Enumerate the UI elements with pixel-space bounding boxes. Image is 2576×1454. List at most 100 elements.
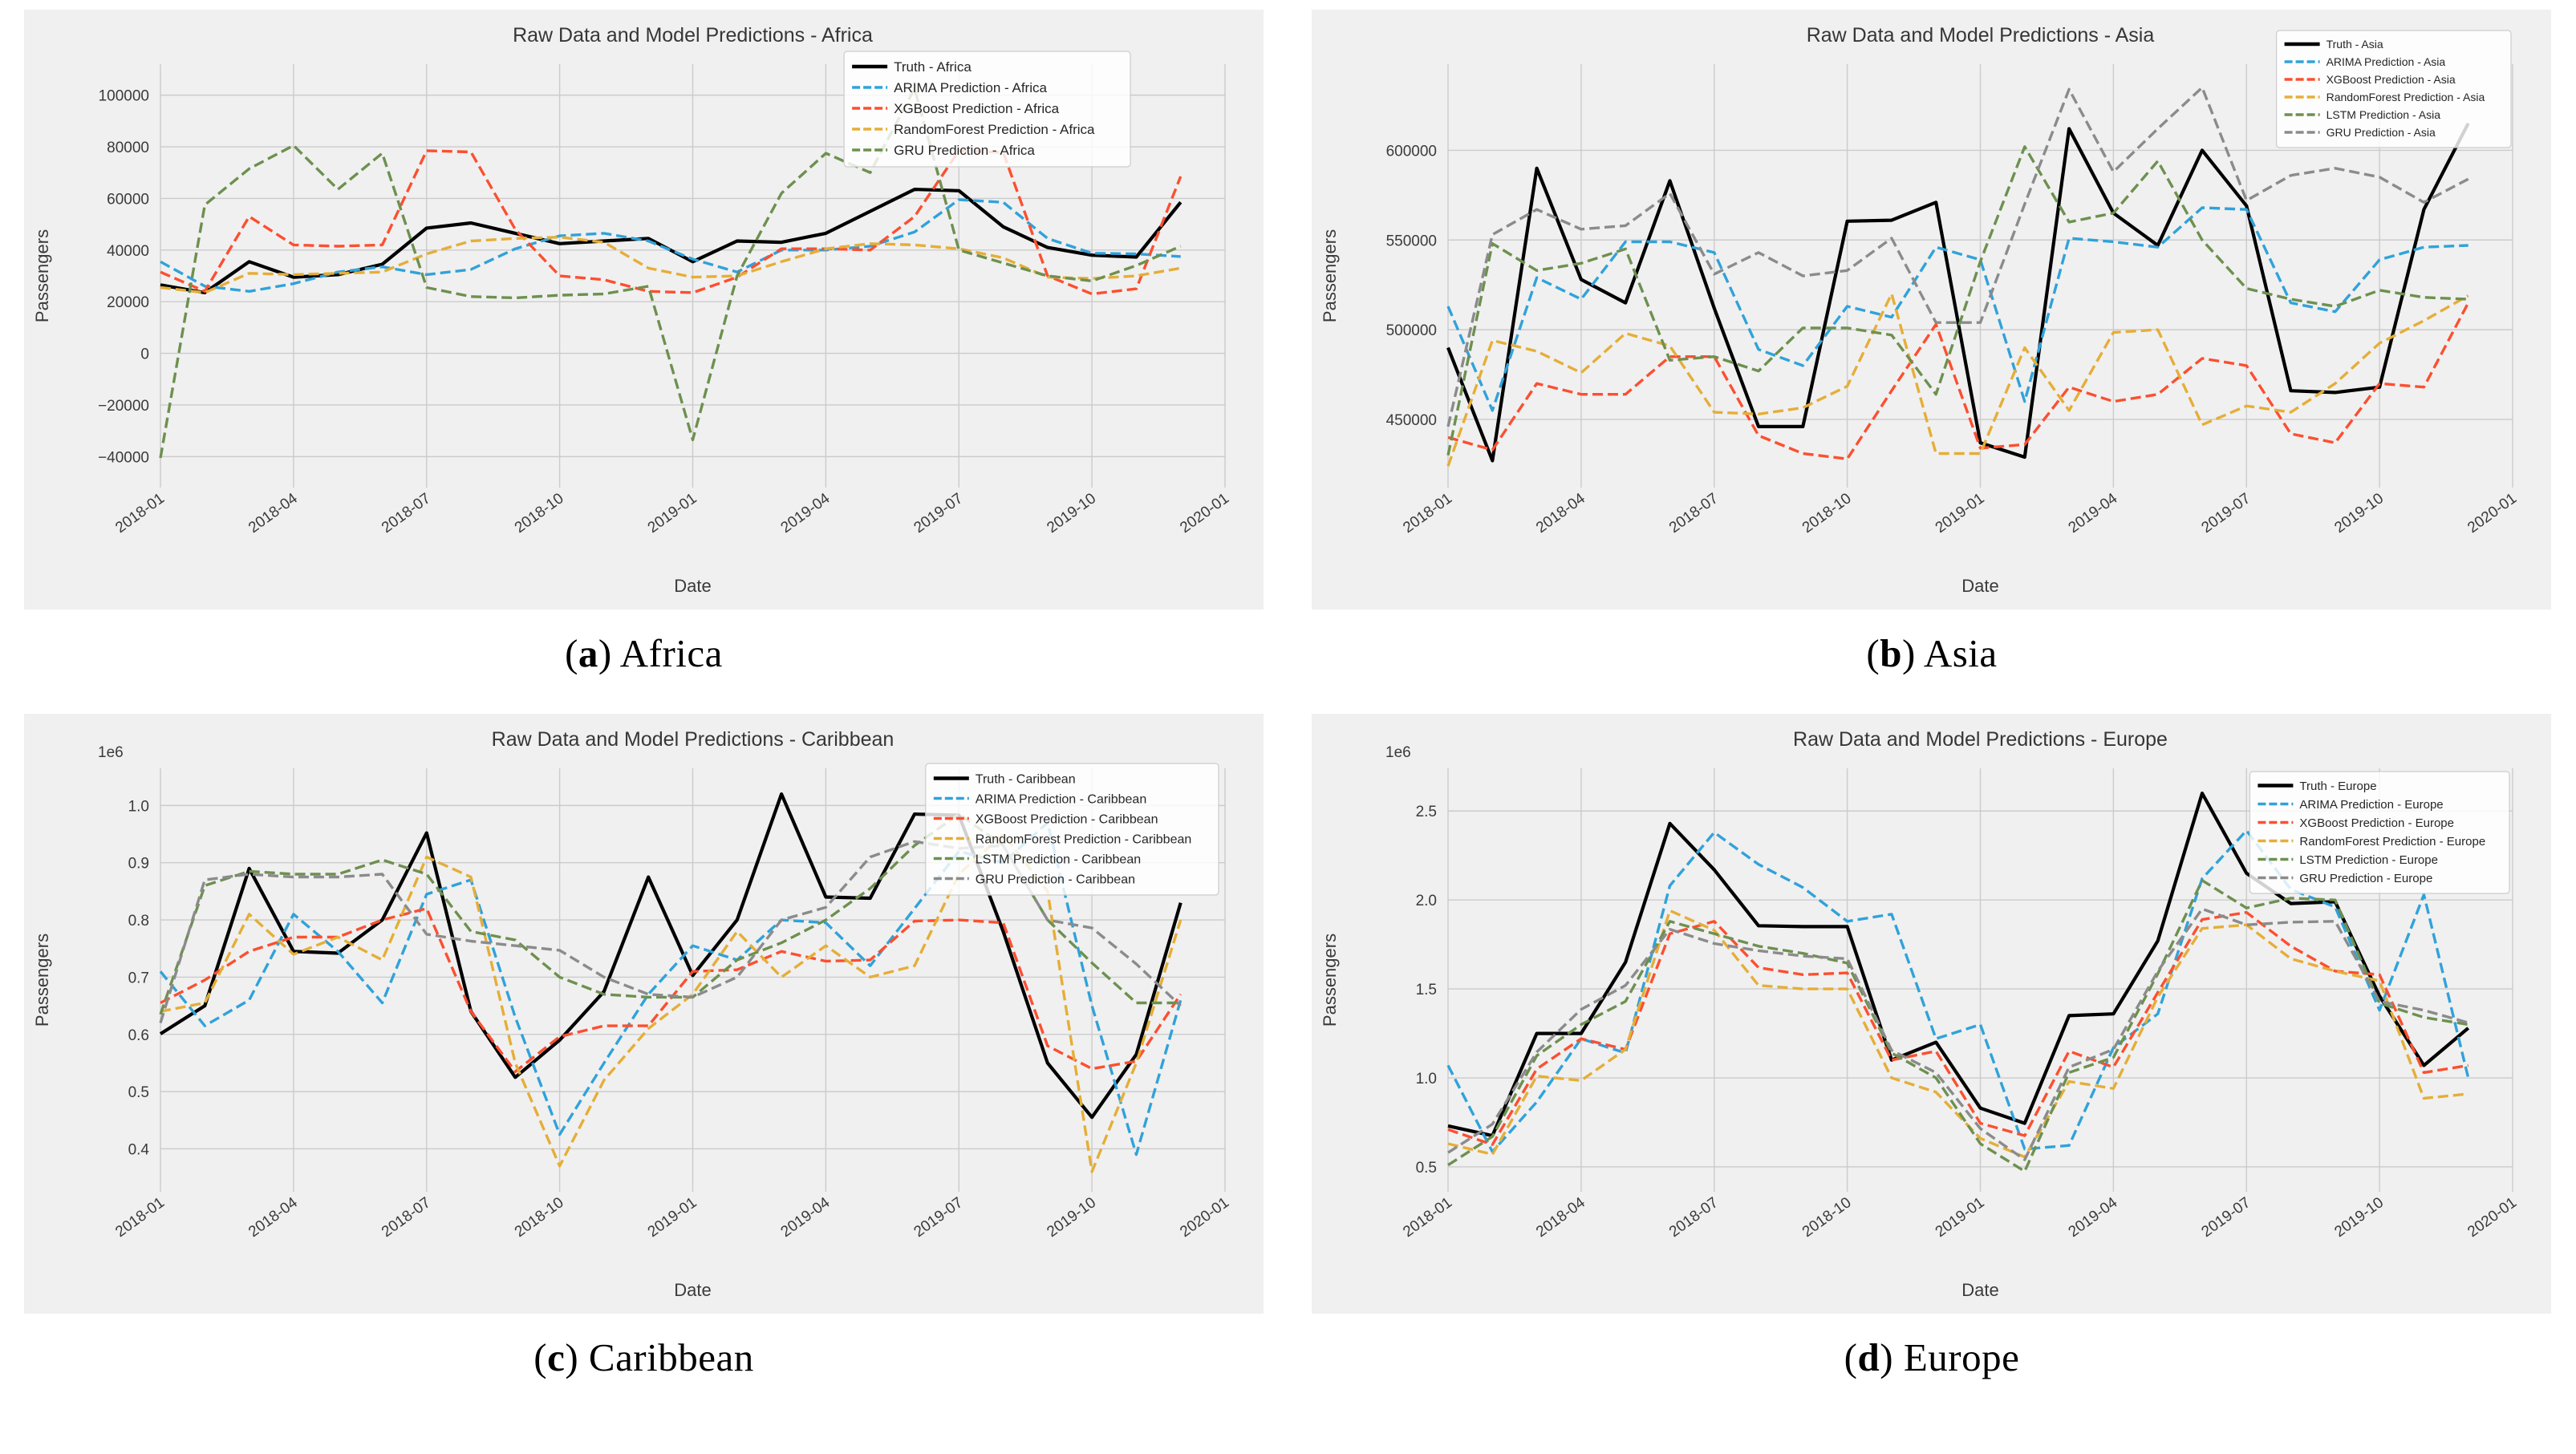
legend-label: XGBoost Prediction - Africa xyxy=(894,101,1060,116)
figure-africa: Raw Data and Model Predictions - Africa D… xyxy=(24,10,1264,704)
series-line-gru-prediction-europe xyxy=(1447,907,2469,1161)
caption-letter: c xyxy=(547,1335,566,1379)
legend-label: XGBoost Prediction - Asia xyxy=(2327,73,2456,86)
caption-open-paren: ( xyxy=(565,631,578,675)
legend-label: GRU Prediction - Europe xyxy=(2299,872,2432,885)
cell-europe: Raw Data and Model Predictions - Europe D… xyxy=(1288,704,2576,1408)
cell-africa: Raw Data and Model Predictions - Africa D… xyxy=(0,0,1288,704)
caption-open-paren: ( xyxy=(1844,1335,1858,1379)
legend-label: RandomForest Prediction - Africa xyxy=(894,122,1095,137)
caption-b: (b) Asia xyxy=(1312,630,2552,704)
x-axis-label: Date xyxy=(1961,576,1998,596)
y-tick-label: 0.9 xyxy=(128,856,149,873)
y-axis-label: Passengers xyxy=(32,229,52,322)
legend-label: LSTM Prediction - Asia xyxy=(2327,108,2441,121)
series-line-gru-prediction-caribbean xyxy=(159,840,1182,1024)
chart-title: Raw Data and Model Predictions - Asia xyxy=(1807,24,2155,47)
y-tick-label: 0.7 xyxy=(128,970,149,986)
caption-letter: d xyxy=(1857,1335,1880,1379)
figure-europe: Raw Data and Model Predictions - Europe D… xyxy=(1312,714,2552,1408)
y-tick-label: 2.5 xyxy=(1416,804,1437,820)
series-line-arima-prediction-africa xyxy=(160,198,1181,293)
y-axis-label: Passengers xyxy=(32,934,52,1027)
cell-asia: Raw Data and Model Predictions - Asia Dat… xyxy=(1288,0,2576,704)
y-tick-label: 2.0 xyxy=(1416,893,1437,909)
y-tick-label: 600000 xyxy=(1386,143,1437,160)
series-line-randomforest-prediction-africa xyxy=(160,236,1181,294)
caption-a: (a) Africa xyxy=(24,630,1264,704)
legend-box xyxy=(843,51,1131,168)
y-tick-label: 500000 xyxy=(1386,322,1437,339)
legend-label: LSTM Prediction - Caribbean xyxy=(976,853,1141,866)
series-line-xgboost-prediction-caribbean xyxy=(160,907,1183,1073)
y-tick-label: 450000 xyxy=(1386,412,1437,429)
caption-text: ) Caribbean xyxy=(565,1335,754,1379)
legend: Truth - Europe ARIMA Prediction - Europe X… xyxy=(2249,771,2510,894)
legend-label: GRU Prediction - Africa xyxy=(894,143,1035,158)
legend-label: Truth - Europe xyxy=(2299,780,2376,793)
caption-letter: a xyxy=(578,631,598,675)
legend-label: ARIMA Prediction - Europe xyxy=(2299,798,2443,812)
y-tick-label: 0.8 xyxy=(128,913,149,930)
legend-label: GRU Prediction - Asia xyxy=(2327,126,2436,139)
y-axis-label: Passengers xyxy=(1320,934,1340,1027)
chart-title: Raw Data and Model Predictions - Caribbe… xyxy=(492,728,895,751)
y-tick-label: −40000 xyxy=(98,449,149,466)
legend-box xyxy=(2275,30,2512,148)
y-tick-label: 0 xyxy=(140,346,149,363)
y-tick-label: 1.0 xyxy=(1416,1071,1437,1087)
legend-label: RandomForest Prediction - Asia xyxy=(2327,91,2485,103)
legend-label: ARIMA Prediction - Caribbean xyxy=(976,792,1146,806)
y-offset-label: 1e6 xyxy=(1385,744,1411,761)
x-axis-label: Date xyxy=(1961,1280,1998,1300)
y-tick-label: 40000 xyxy=(107,243,149,260)
series-line-randomforest-prediction-europe xyxy=(1447,909,2468,1159)
cell-caribbean: Raw Data and Model Predictions - Caribbe… xyxy=(0,704,1288,1408)
caption-c: (c) Caribbean xyxy=(24,1335,1264,1408)
legend-label: LSTM Prediction - Europe xyxy=(2299,853,2438,867)
chart-asia: Raw Data and Model Predictions - Asia Dat… xyxy=(1312,10,2551,610)
legend-label: GRU Prediction - Caribbean xyxy=(976,873,1135,886)
caption-letter: b xyxy=(1880,631,1902,675)
y-tick-label: 0.5 xyxy=(1416,1160,1437,1177)
y-axis-label: Passengers xyxy=(1320,229,1340,322)
caption-text: ) Africa xyxy=(598,631,723,675)
legend-label: RandomForest Prediction - Europe xyxy=(2299,835,2485,849)
y-tick-label: 0.5 xyxy=(128,1084,149,1101)
y-tick-label: 100000 xyxy=(99,88,149,105)
caption-text: ) Asia xyxy=(1901,631,1998,675)
caption-text: ) Europe xyxy=(1880,1335,2020,1379)
series-line-xgboost-prediction-asia xyxy=(1447,302,2470,460)
legend: Truth - Africa ARIMA Prediction - Africa X… xyxy=(843,51,1131,168)
legend-label: Truth - Asia xyxy=(2327,38,2383,51)
series-line-truth-asia xyxy=(1446,122,2470,463)
series-line-lstm-prediction-asia xyxy=(1446,145,2468,456)
x-axis-label: Date xyxy=(674,1280,711,1300)
y-tick-label: 80000 xyxy=(107,140,149,156)
legend: Truth - Caribbean ARIMA Prediction - Cari… xyxy=(925,763,1219,896)
legend-label: Truth - Caribbean xyxy=(976,772,1076,786)
series-line-truth-europe xyxy=(1447,791,2470,1138)
y-tick-label: 550000 xyxy=(1386,233,1437,249)
legend-box xyxy=(2249,771,2510,894)
chart-africa: Raw Data and Model Predictions - Africa D… xyxy=(24,10,1264,610)
figure-grid: Raw Data and Model Predictions - Africa D… xyxy=(0,0,2576,1408)
series-line-truth-caribbean xyxy=(159,792,1183,1120)
y-tick-label: 0.6 xyxy=(128,1027,149,1044)
y-tick-label: 0.4 xyxy=(128,1141,150,1158)
y-offset-label: 1e6 xyxy=(98,744,124,761)
y-tick-label: 60000 xyxy=(107,191,149,208)
caption-open-paren: ( xyxy=(1866,631,1880,675)
series-line-gru-prediction-africa xyxy=(159,87,1182,459)
chart-title: Raw Data and Model Predictions - Africa xyxy=(513,24,873,47)
series-line-truth-africa xyxy=(160,188,1183,294)
series-line-randomforest-prediction-asia xyxy=(1446,292,2469,467)
legend-label: RandomForest Prediction - Caribbean xyxy=(976,832,1191,846)
legend-box xyxy=(925,763,1219,896)
chart-title: Raw Data and Model Predictions - Europe xyxy=(1793,728,2168,751)
y-tick-label: 1.5 xyxy=(1416,982,1437,998)
series-line-arima-prediction-asia xyxy=(1446,206,2468,412)
figure-asia: Raw Data and Model Predictions - Asia Dat… xyxy=(1312,10,2552,704)
series-line-xgboost-prediction-africa xyxy=(160,149,1183,296)
caption-d: (d) Europe xyxy=(1312,1335,2552,1408)
